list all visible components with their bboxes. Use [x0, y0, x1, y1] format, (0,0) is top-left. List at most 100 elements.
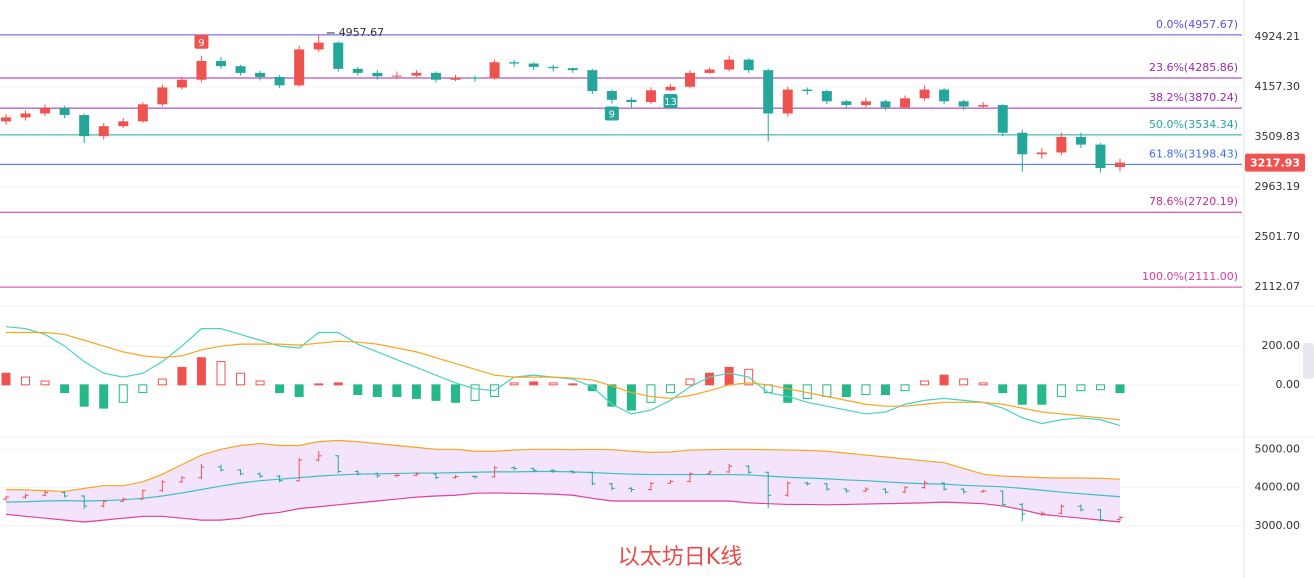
candle-body	[743, 59, 754, 71]
candle-body	[509, 62, 520, 64]
macd-bar	[79, 384, 89, 407]
candle-body	[958, 101, 969, 107]
macd-bar	[900, 384, 910, 392]
y-tick-label: 0.00	[1276, 378, 1301, 391]
candle-body	[704, 69, 715, 73]
y-tick-label: 3000.00	[1255, 519, 1301, 532]
candle-body	[196, 60, 207, 80]
y-tick-label: 4000.00	[1255, 481, 1301, 494]
candle-body	[372, 72, 383, 77]
macd-bar	[333, 382, 343, 386]
macd-bar	[548, 382, 558, 386]
candle-body	[665, 86, 676, 91]
macd-bar	[939, 374, 949, 386]
macd-line	[5, 326, 1121, 427]
candle-body	[548, 66, 559, 69]
candle-body	[997, 105, 1008, 133]
price-tag	[1245, 153, 1305, 172]
fib-label: 78.6%(2720.19)	[1149, 195, 1238, 208]
candle-body	[685, 72, 696, 87]
macd-bar	[431, 384, 441, 401]
candle-body	[724, 59, 735, 70]
candle-body	[489, 62, 500, 79]
candle-body	[821, 91, 832, 102]
macd-bar	[392, 384, 402, 397]
candle-body	[567, 68, 578, 71]
high-label: 4957.67	[339, 26, 385, 39]
fib-label: 100.0%(2111.00)	[1142, 270, 1238, 283]
signal-label: 9	[198, 38, 204, 49]
macd-bar	[99, 384, 109, 409]
macd-bar	[1076, 384, 1086, 392]
macd-bar	[665, 384, 675, 394]
macd-bar	[255, 380, 265, 386]
macd-bar	[236, 372, 246, 386]
candle-body	[1075, 136, 1086, 145]
y-tick-label: 5000.00	[1255, 442, 1301, 455]
macd-bar	[646, 384, 656, 403]
macd-bar	[822, 384, 832, 397]
candle-body	[157, 87, 168, 105]
candle-body	[294, 49, 305, 86]
candle-body	[274, 76, 285, 86]
band-fill	[6, 440, 1120, 523]
fib-label: 61.8%(3198.43)	[1149, 147, 1238, 160]
candle-body	[20, 113, 31, 118]
candle-body	[1095, 144, 1106, 168]
fib-label: 0.0%(4957.67)	[1156, 18, 1238, 31]
macd-bar	[60, 384, 70, 394]
macd-bar	[841, 384, 851, 397]
macd-bar	[157, 378, 167, 386]
candle-body	[1115, 162, 1125, 168]
scroll-grip[interactable]	[1303, 343, 1314, 379]
macd-bar	[998, 384, 1008, 394]
y-tick-label: 2963.19	[1255, 180, 1301, 193]
fib-label: 50.0%(3534.34)	[1149, 118, 1238, 131]
candle-body	[352, 68, 363, 73]
candle-body	[626, 99, 637, 103]
candle-body	[587, 70, 598, 92]
macd-bar	[470, 384, 480, 401]
macd-bar	[40, 380, 50, 386]
candle-body	[470, 77, 481, 79]
macd-bar	[196, 357, 206, 386]
candle-body	[841, 101, 852, 106]
macd-bar	[275, 384, 285, 394]
candle-body	[919, 89, 930, 99]
candle-body	[782, 89, 793, 114]
signal-label: 13	[664, 97, 677, 108]
candle-body	[59, 108, 70, 116]
macd-bar	[783, 384, 793, 403]
macd-bar	[880, 384, 890, 396]
watermark-title: 以太坊日K线	[618, 545, 742, 570]
candle-body	[606, 91, 617, 100]
candle-body	[1056, 136, 1067, 153]
candle-body	[1, 117, 11, 122]
macd-bar	[216, 361, 226, 386]
candle-body	[176, 79, 187, 88]
macd-bar	[353, 384, 363, 396]
candle-body	[40, 108, 51, 114]
signal-badge	[663, 94, 678, 109]
macd-bar	[1056, 384, 1066, 397]
candle-body	[430, 72, 441, 80]
candle-body	[235, 66, 246, 73]
candle-body	[802, 89, 813, 92]
macd-bar	[587, 384, 597, 392]
y-tick-label: 2501.70	[1255, 230, 1301, 243]
macd-bar	[177, 366, 187, 386]
candle-body	[1017, 132, 1028, 155]
candle-body	[763, 70, 774, 114]
y-tick-label: 3509.83	[1255, 130, 1301, 143]
band-line	[5, 439, 1121, 493]
signal-label: 9	[609, 110, 615, 121]
macd-bar	[568, 383, 578, 386]
candle-body	[411, 72, 422, 76]
candle-body	[900, 98, 911, 108]
candle-body	[333, 42, 344, 69]
y-tick-label: 2112.07	[1255, 280, 1301, 293]
macd-bar	[920, 380, 930, 386]
candle-body	[939, 89, 950, 102]
